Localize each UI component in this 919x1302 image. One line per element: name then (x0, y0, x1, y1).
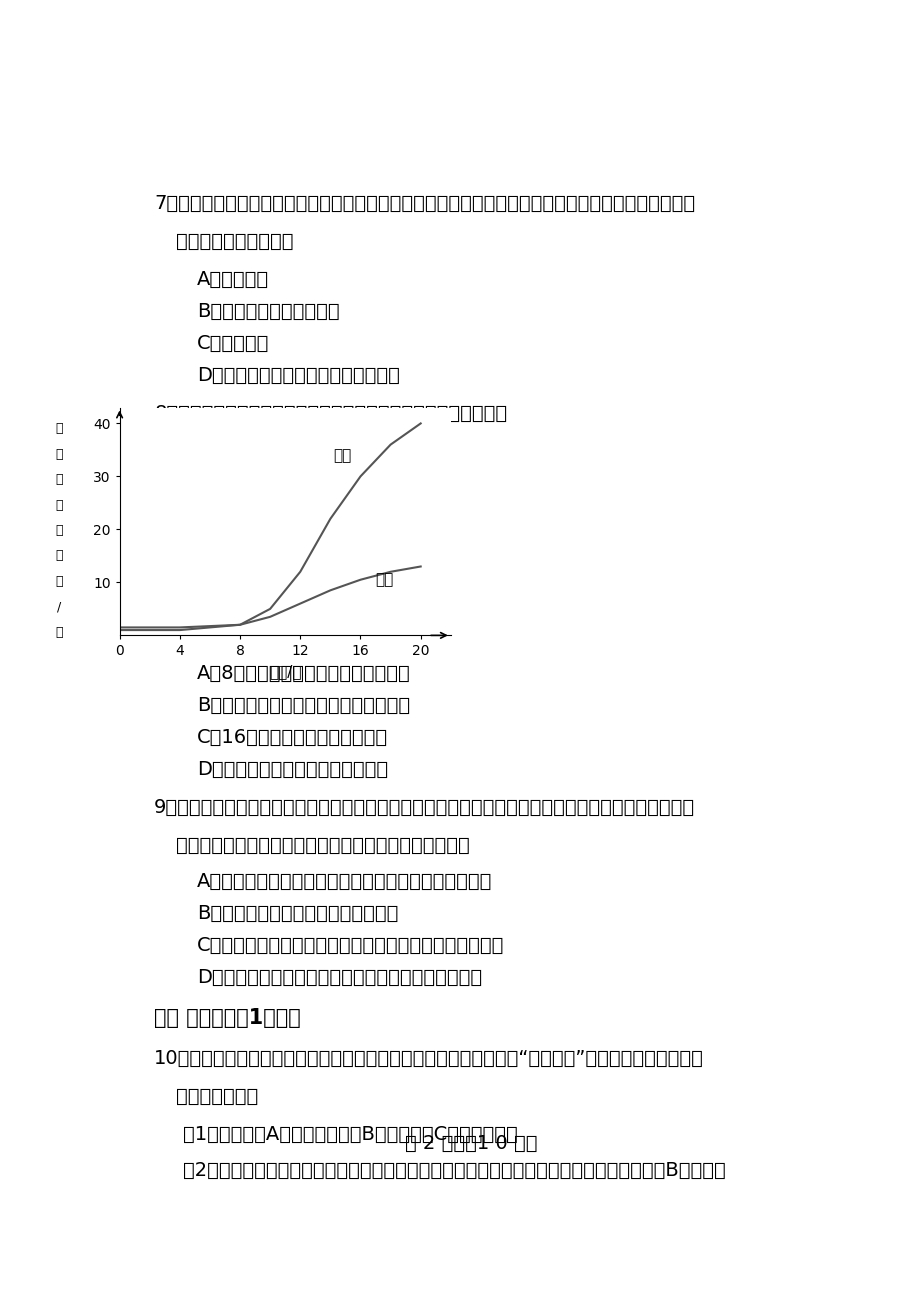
Text: （1）请写出：A＿＿＿＿＿＿，B＿＿＿＿，C＿＿＿＿＿。: （1）请写出：A＿＿＿＿＿＿，B＿＿＿＿，C＿＿＿＿＿。 (183, 1125, 516, 1143)
Text: C．体重突增: C．体重突增 (197, 333, 269, 353)
Text: 重: 重 (55, 549, 63, 562)
Text: 克: 克 (55, 626, 63, 639)
Text: B．神经系统功能明显增强: B．神经系统功能明显增强 (197, 302, 339, 320)
Text: D．卵巢开始迅速发育比睾丸早一些: D．卵巢开始迅速发育比睾丸早一些 (197, 760, 388, 779)
Text: 回答下列问题：: 回答下列问题： (176, 1087, 257, 1105)
Text: D．男孩、女孩体形开始发生明显变化: D．男孩、女孩体形开始发生明显变化 (197, 366, 400, 385)
Text: 二． 解答题（共1小题）: 二． 解答题（共1小题） (154, 1009, 301, 1029)
Text: 的: 的 (55, 523, 63, 536)
Text: D．学习压力变大，为了追求心情愉快选择玩电脑游戏: D．学习压力变大，为了追求心情愉快选择玩电脑游戏 (197, 969, 482, 987)
Text: B．对异性产生好感，可以交往女朋友: B．对异性产生好感，可以交往女朋友 (197, 904, 398, 923)
Text: 9．进入初中以来，小刚发现自己的身体惄惄地发生了一些变化，经生物课的学习他知道自己正处于青春: 9．进入初中以来，小刚发现自己的身体惄惄地发生了一些变化，经生物课的学习他知道自… (154, 798, 695, 816)
Text: 卵巢: 卵巢 (375, 573, 393, 587)
Text: （2）卵细胞是由女性的　＿＿＿＿　产生的。成熟的卵细胞排出后，会在　＿＿＿＿　处和B结合，就: （2）卵细胞是由女性的 ＿＿＿＿ 产生的。成熟的卵细胞排出后，会在 ＿＿＿＿ 处… (183, 1161, 725, 1180)
Text: 达: 达 (55, 473, 63, 486)
Text: A．8岁之前睾丸和卵巢的发育都很缓慢: A．8岁之前睾丸和卵巢的发育都很缓慢 (197, 664, 410, 682)
Text: 第 2 页（共1 0 页）: 第 2 页（共1 0 页） (404, 1134, 538, 1152)
Text: 10．人类从哪里来？我们每一个人又是怎样来到世界上的呢？如图是“人的由来”的相关概念图，请据图: 10．人类从哪里来？我们每一个人又是怎样来到世界上的呢？如图是“人的由来”的相关… (154, 1048, 703, 1068)
Text: 春期特点的是（　　）: 春期特点的是（ ） (176, 233, 293, 251)
Text: 到: 到 (55, 499, 63, 512)
Text: 器: 器 (55, 422, 63, 435)
Text: 睾丸: 睾丸 (333, 448, 351, 462)
Text: 8．如图是睾丸和卵巢发育趋势图。据图不能得出的结论是（　　）: 8．如图是睾丸和卵巢发育趋势图。据图不能得出的结论是（ ） (154, 404, 506, 423)
Text: 官: 官 (55, 448, 63, 461)
Text: 量: 量 (55, 574, 63, 587)
Text: A．身高突增: A．身高突增 (197, 270, 269, 289)
X-axis label: 年龄/岁: 年龄/岁 (268, 664, 301, 678)
Text: C．16岁时睾丸的重量比卵巢的轻: C．16岁时睾丸的重量比卵巢的轻 (197, 728, 388, 746)
Text: A．出现遗精现象，这是一种正常的生理现象，不必慢张: A．出现遗精现象，这是一种正常的生理现象，不必慢张 (197, 872, 492, 891)
Text: 期的发育阶段。下列有关说法和做法，正确的是（　　）: 期的发育阶段。下列有关说法和做法，正确的是（ ） (176, 836, 469, 855)
Text: C．因为喉结突出，嘵音变得嘿哑和低沉，感到苦恼和自卑: C．因为喉结突出，嘵音变得嘿哑和低沉，感到苦恼和自卑 (197, 936, 504, 956)
Text: B．青春期中睾丸和卵巢的发育都很迅速: B．青春期中睾丸和卵巢的发育都很迅速 (197, 695, 410, 715)
Text: 7．婴儿出生后，随着时间的推移，逐渐发育成青少年，这时男孩和女孩都会进入青春期，下面不属于青: 7．婴儿出生后，随着时间的推移，逐渐发育成青少年，这时男孩和女孩都会进入青春期，… (154, 194, 695, 214)
Text: /: / (57, 600, 62, 613)
